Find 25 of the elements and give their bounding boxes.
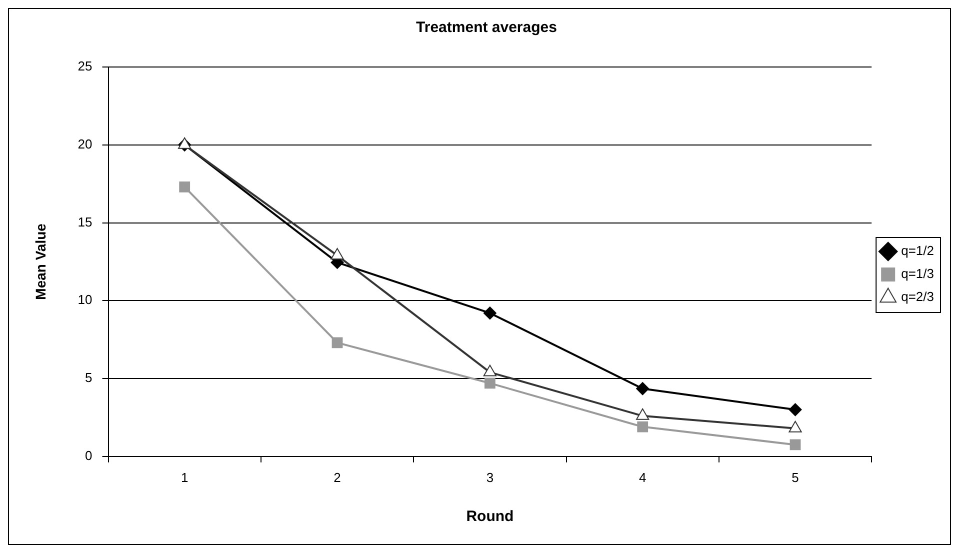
point xyxy=(636,382,650,396)
x-tick-label: 4 xyxy=(638,470,646,485)
y-tick-label: 0 xyxy=(85,448,92,463)
y-tick-label: 15 xyxy=(78,214,92,230)
y-tick-label: 5 xyxy=(85,370,92,386)
x-axis-title: Round xyxy=(466,508,514,526)
legend-label: q=2/3 xyxy=(901,289,934,304)
y-tick-label: 10 xyxy=(78,292,92,308)
point xyxy=(332,337,343,348)
x-tick-label: 5 xyxy=(792,470,799,485)
legend-label: q=1/3 xyxy=(901,266,934,282)
point xyxy=(484,378,496,389)
y-axis-title: Mean Value xyxy=(32,223,48,300)
point xyxy=(790,439,801,450)
x-tick-label: 3 xyxy=(486,470,494,485)
x-tick-label: 1 xyxy=(180,470,188,485)
point xyxy=(179,181,190,192)
chart-title: Treatment averages xyxy=(416,19,557,36)
legend-label: q=1/2 xyxy=(901,243,934,258)
y-tick-label: 20 xyxy=(78,136,92,152)
y-tick-label: 25 xyxy=(78,58,92,74)
point xyxy=(483,306,496,320)
x-tick-label: 2 xyxy=(334,470,341,485)
point xyxy=(788,403,802,416)
point xyxy=(637,421,648,432)
